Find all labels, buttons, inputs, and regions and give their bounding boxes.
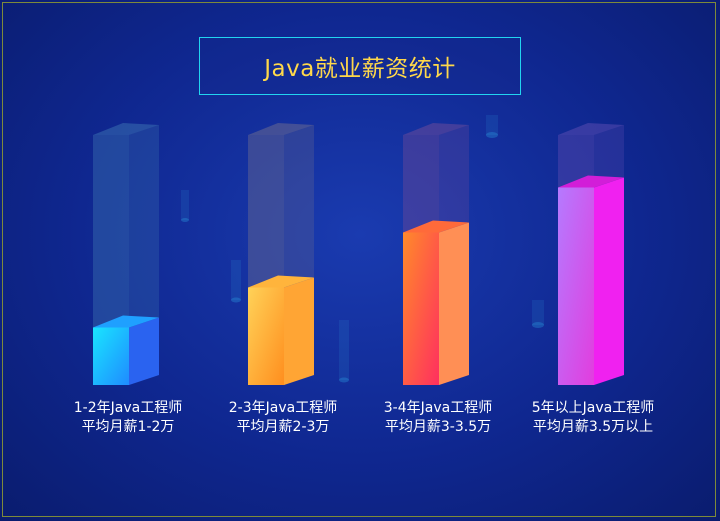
bar-side <box>284 277 314 385</box>
bar-front <box>248 287 284 385</box>
bar-top <box>403 220 469 233</box>
bar-top <box>558 175 624 188</box>
bar-side <box>594 177 624 385</box>
ghost-column-top <box>248 123 314 135</box>
deco-column-cap <box>231 297 241 303</box>
category-label: 1-2年Java工程师 平均月薪1-2万 <box>43 399 213 437</box>
deco-column <box>181 190 189 220</box>
deco-column <box>486 115 498 135</box>
title-box: Java就业薪资统计 <box>199 37 521 95</box>
category-salary: 平均月薪3-3.5万 <box>384 419 492 435</box>
deco-column <box>339 320 349 380</box>
chart-title: Java就业薪资统计 <box>264 56 456 82</box>
ghost-column-top <box>403 123 469 135</box>
deco-column-cap <box>486 132 498 138</box>
category-title: 1-2年Java工程师 <box>73 400 183 416</box>
category-salary: 平均月薪3.5万以上 <box>532 419 654 435</box>
category-title: 5年以上Java工程师 <box>531 400 655 416</box>
category-title: 3-4年Java工程师 <box>383 400 493 416</box>
deco-column-cap <box>181 218 189 222</box>
category-label: 2-3年Java工程师 平均月薪2-3万 <box>198 399 368 437</box>
category-label: 5年以上Java工程师 平均月薪3.5万以上 <box>508 399 678 437</box>
deco-column <box>532 300 544 325</box>
bar-side <box>129 317 159 385</box>
bar-side <box>439 222 469 385</box>
deco-column <box>231 260 241 300</box>
category-salary: 平均月薪2-3万 <box>236 419 330 435</box>
bar-top <box>248 275 314 288</box>
bar-front <box>403 232 439 385</box>
category-salary: 平均月薪1-2万 <box>81 419 175 435</box>
bar-front <box>558 187 594 385</box>
deco-column-cap <box>339 377 349 383</box>
ghost-column-top <box>558 123 624 135</box>
deco-column-cap <box>532 322 544 328</box>
category-label: 3-4年Java工程师 平均月薪3-3.5万 <box>353 399 523 437</box>
ghost-column-top <box>93 123 159 135</box>
bar-front <box>93 327 129 385</box>
bar-top <box>93 315 159 328</box>
category-title: 2-3年Java工程师 <box>228 400 338 416</box>
